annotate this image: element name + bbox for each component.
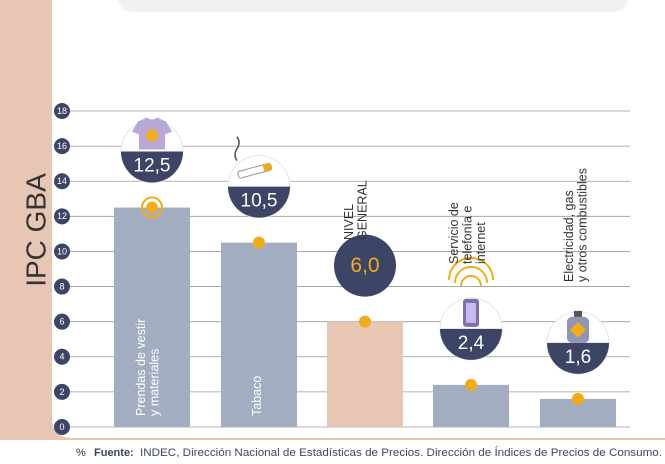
icon: [234, 136, 273, 179]
value-dot-ring: [141, 196, 163, 219]
y-tick-dot: [54, 313, 70, 330]
source: INDEC, Dirección Nacional de Estadística…: [140, 446, 662, 459]
icon-filter: [262, 162, 273, 172]
badge-lower: [547, 342, 609, 374]
bar: [221, 242, 297, 427]
source-label: Fuente:: [94, 447, 134, 459]
y-tick-dot: [54, 278, 70, 295]
value-dot: [572, 392, 584, 405]
y-tick-label: 18: [57, 106, 67, 116]
icon: [448, 256, 494, 327]
icon: [567, 310, 589, 343]
icon: [132, 117, 172, 150]
value-dot: [465, 378, 477, 391]
icon-valve: [574, 310, 582, 317]
y-tick-label: 16: [57, 141, 67, 151]
category-label: Tabaco: [250, 376, 264, 416]
y-tick-label: 2: [59, 387, 64, 397]
category-label: Prendas de vestir y materiales: [134, 315, 162, 416]
value-label: 12,5: [134, 156, 171, 177]
icon-screen: [466, 302, 476, 323]
category-label: Servicio de telefonía e internet: [447, 199, 488, 264]
panel: [52, 0, 665, 438]
badge-lower: [228, 186, 290, 218]
y-tick-label: 8: [59, 281, 64, 291]
y-tick-label: 4: [59, 352, 64, 362]
y-tick-label: 0: [59, 422, 64, 432]
y-tick-label: 10: [57, 246, 67, 256]
footer-band: [0, 440, 665, 464]
icon-dot: [146, 129, 158, 142]
value-label: 1,6: [565, 347, 591, 368]
y-tick-label: 12: [57, 211, 67, 221]
y-tick-dot: [54, 103, 70, 119]
bar: [327, 321, 403, 427]
y-tick-dot: [54, 383, 70, 400]
badge-lower: [121, 151, 183, 183]
y-tick-dot: [54, 348, 70, 365]
badge: [334, 234, 396, 297]
y-unit: %: [76, 447, 86, 459]
value-label: 2,4: [458, 333, 485, 354]
y-tick-dot: [54, 208, 70, 225]
y-tick-label: 6: [59, 317, 64, 327]
y-tick-dot: [54, 243, 70, 260]
icon-signal: [448, 256, 494, 280]
badge-lower: [440, 328, 502, 360]
top-box: [118, 0, 628, 12]
icon-signal: [460, 274, 482, 286]
bar: [433, 384, 509, 427]
side-label: IPC GBA: [20, 173, 51, 287]
category-label: NIVEL GENERAL: [342, 180, 370, 240]
y-tick-dot: [54, 419, 70, 435]
value-dot: [253, 236, 265, 249]
y-tick-label: 14: [57, 176, 67, 186]
y-tick-dot: [54, 138, 70, 155]
value-label: 10,5: [241, 191, 278, 212]
category-label: Electricidad, gas y otros combustibles: [562, 168, 590, 282]
icon-flame: [570, 321, 586, 338]
bar: [114, 207, 190, 427]
value-label: 6,0: [350, 254, 379, 277]
icon-signal: [454, 265, 488, 283]
value-dot: [359, 315, 371, 328]
y-tick-dot: [54, 173, 70, 190]
value-dot: [146, 201, 158, 214]
icon-smoke: [234, 136, 240, 162]
